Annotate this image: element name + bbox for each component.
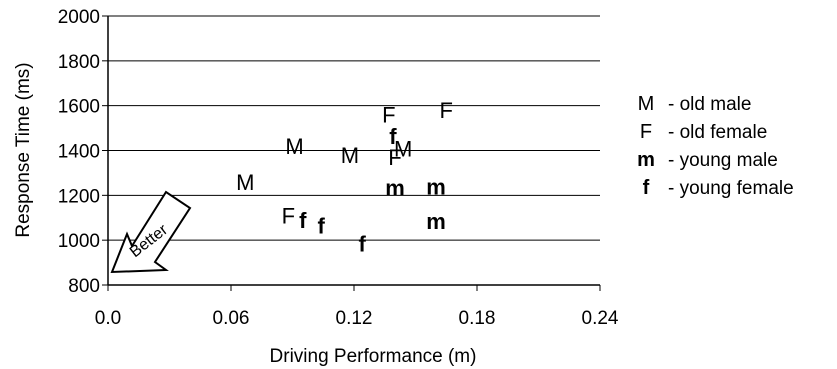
legend-symbol: F [640, 121, 652, 143]
y-tick-label: 1200 [58, 186, 100, 207]
data-point-old-female: F [440, 98, 453, 123]
legend-label: - old female [668, 122, 767, 143]
y-tick-label: 1800 [58, 52, 100, 73]
legend-symbol: f [643, 177, 650, 199]
data-point-young-female: f [359, 232, 367, 257]
x-tick-label: 0.0 [95, 308, 121, 329]
y-tick-label: 800 [68, 276, 100, 297]
x-tick-label: 0.24 [582, 308, 619, 329]
y-tick-label: 1400 [58, 142, 100, 163]
data-point-old-female: F [388, 145, 401, 170]
x-tick-label: 0.06 [213, 308, 250, 329]
data-point-old-male: M [236, 170, 254, 195]
data-point-old-male: M [394, 136, 412, 161]
legend: M - old male F - old female m - young male f - … [637, 93, 794, 199]
legend-symbol: M [638, 93, 655, 115]
legend-label: - old male [668, 94, 751, 115]
x-tick-label: 0.12 [336, 308, 373, 329]
x-tick-label: 0.18 [459, 308, 496, 329]
legend-label: - young female [668, 178, 794, 199]
grid-lines [108, 15, 600, 241]
better-arrow-shape [110, 190, 192, 274]
x-tick-labels: 0.0 0.06 0.12 0.18 0.24 [95, 308, 619, 329]
axes [102, 15, 601, 291]
data-point-young-male: m [385, 175, 405, 200]
legend-label: - young male [668, 150, 778, 171]
y-tick-label: 2000 [58, 7, 100, 28]
data-point-old-male: M [341, 143, 359, 168]
x-axis-title: Driving Performance (m) [270, 346, 477, 367]
data-point-young-male: m [426, 174, 446, 199]
y-tick-labels: 800 1000 1200 1400 1600 1800 2000 [58, 7, 100, 297]
data-point-young-female: f [299, 208, 307, 233]
better-arrow: Better [110, 190, 192, 274]
data-point-old-male: M [285, 134, 303, 159]
data-point-old-female: F [382, 103, 395, 128]
data-point-young-male: m [426, 209, 446, 234]
y-axis-title: Response Time (ms) [13, 62, 34, 237]
y-tick-label: 1000 [58, 231, 100, 252]
y-tick-label: 1600 [58, 97, 100, 118]
data-point-young-female: f [318, 214, 326, 239]
data-point-old-female: F [282, 204, 295, 229]
data-point-young-female: f [389, 124, 397, 149]
legend-symbol: m [637, 149, 655, 171]
